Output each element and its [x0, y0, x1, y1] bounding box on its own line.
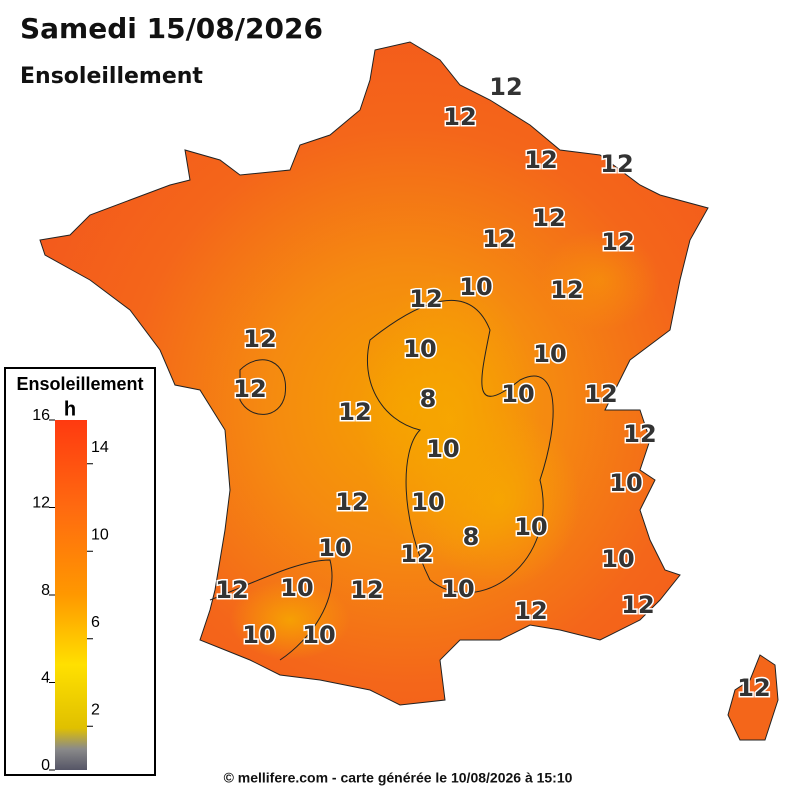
contour-label: 10 [403, 335, 436, 363]
tick-label: 8 [41, 582, 50, 599]
contour-label: 8 [420, 385, 437, 413]
contour-label: 10 [501, 380, 534, 408]
title: Samedi 15/08/2026 [20, 12, 323, 45]
tick-label: 0 [41, 757, 50, 774]
contour-label: 8 [463, 523, 480, 551]
contour-label: 10 [302, 621, 335, 649]
contour-label: 10 [533, 340, 566, 368]
contour-label: 12 [409, 285, 442, 313]
tick-label: 14 [91, 439, 109, 456]
contour-label: 10 [411, 488, 444, 516]
contour-label: 12 [233, 375, 266, 403]
tick-label: 2 [91, 701, 100, 718]
contour-label: 12 [600, 150, 633, 178]
contour-label: 10 [514, 513, 547, 541]
contour-label: 10 [242, 621, 275, 649]
tick-label: 4 [41, 670, 50, 687]
contour-label: 12 [623, 420, 656, 448]
contour-label: 12 [524, 146, 557, 174]
contour-label: 12 [482, 225, 515, 253]
tick-label: 6 [91, 614, 100, 631]
contour-label: 12 [350, 576, 383, 604]
subtitle: Ensoleillement [20, 64, 203, 89]
contour-label: 10 [280, 574, 313, 602]
contour-label: 12 [737, 674, 770, 702]
contour-label: 12 [489, 73, 522, 101]
contour-label: 12 [243, 325, 276, 353]
contour-label: 12 [621, 591, 654, 619]
colorbar [55, 420, 87, 770]
contour-label: 10 [459, 273, 492, 301]
tick-label: 12 [32, 495, 50, 512]
legend-unit: h [64, 398, 76, 420]
contour-label: 12 [584, 380, 617, 408]
contour-label: 12 [550, 276, 583, 304]
contour-label: 12 [338, 398, 371, 426]
france [39, 41, 779, 741]
contour-label: 12 [532, 204, 565, 232]
contour-label: 12 [443, 103, 476, 131]
legend-title: Ensoleillement [16, 374, 143, 394]
tick-label: 16 [32, 407, 50, 424]
tick-label: 10 [91, 526, 109, 543]
contour-label: 10 [609, 469, 642, 497]
footer: © mellifere.com - carte générée le 10/08… [224, 770, 573, 786]
contour-label: 10 [426, 435, 459, 463]
contour-label: 12 [514, 597, 547, 625]
contour-label: 12 [335, 488, 368, 516]
contour-label: 10 [441, 575, 474, 603]
contour-label: 10 [601, 545, 634, 573]
contour-label: 12 [601, 228, 634, 256]
contour-label: 12 [400, 540, 433, 568]
contour-label: 12 [215, 576, 248, 604]
contour-label: 10 [318, 534, 351, 562]
